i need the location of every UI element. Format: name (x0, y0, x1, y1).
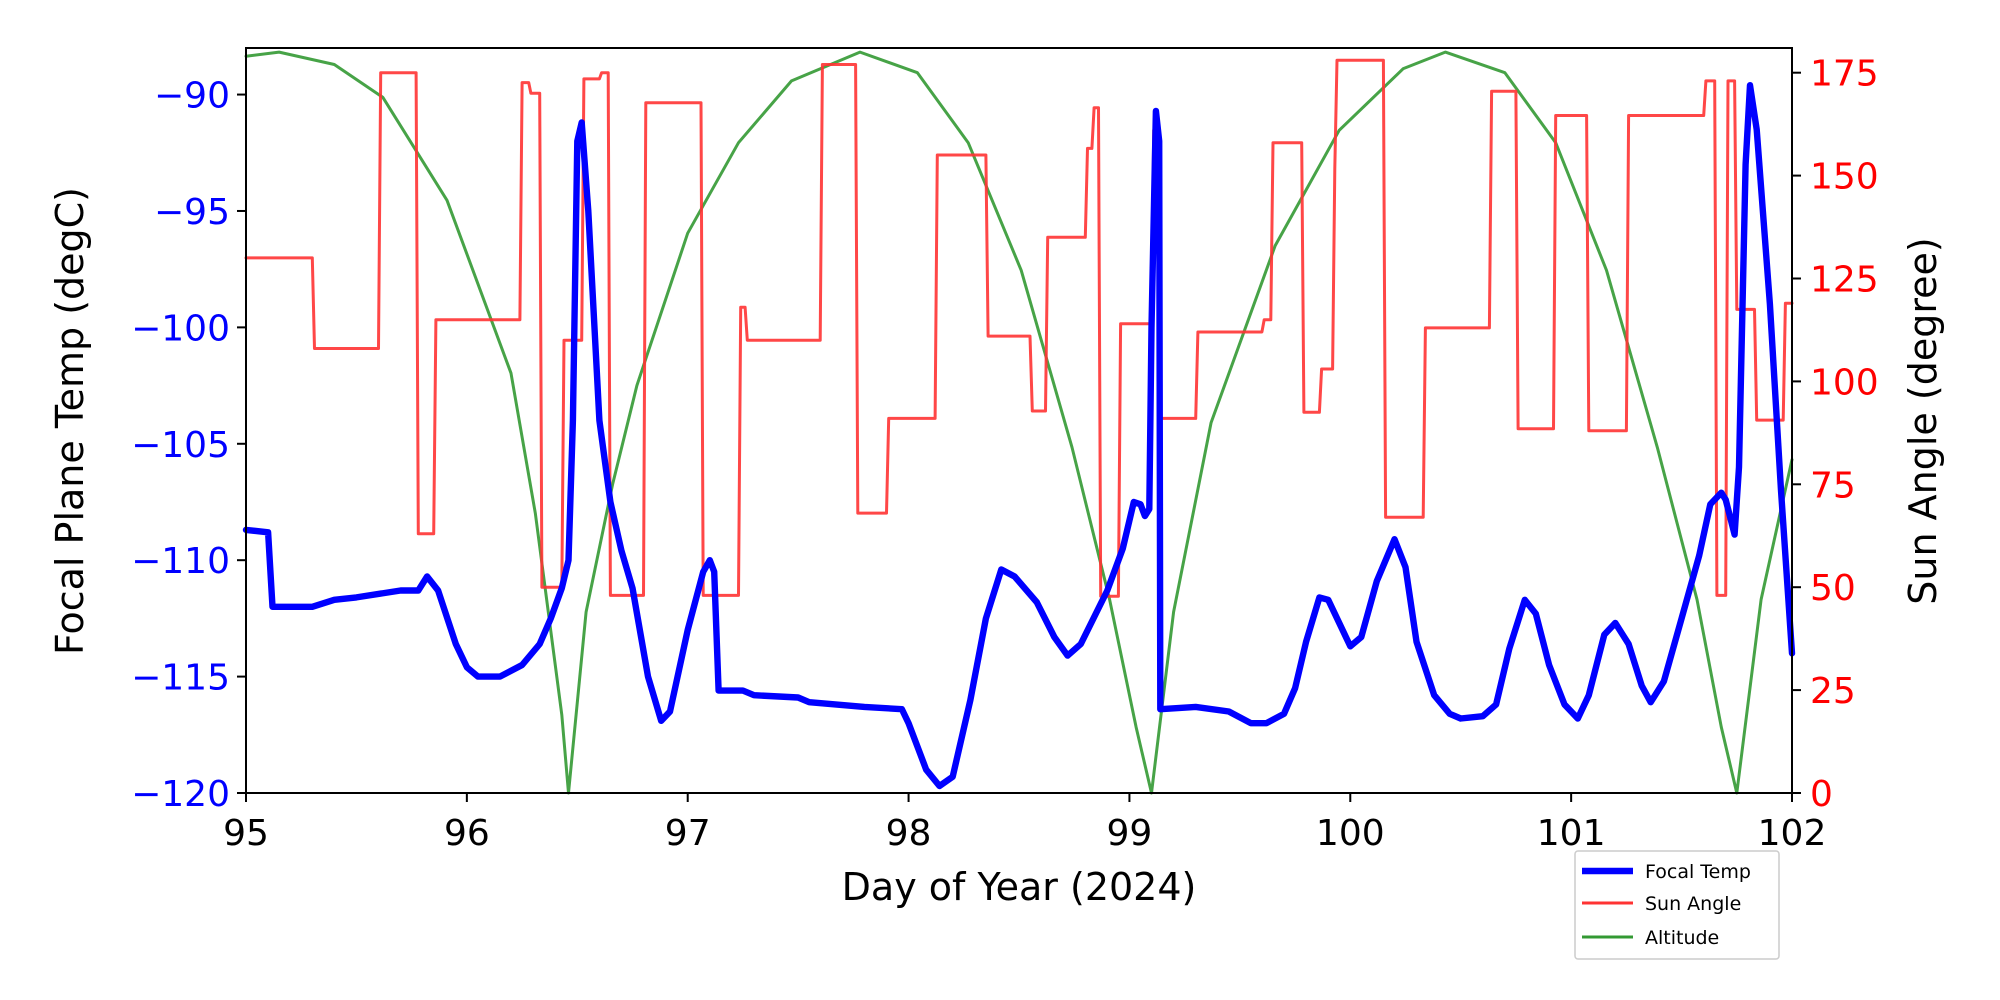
y-right-tick-label: 150 (1810, 157, 1879, 198)
legend-label-focal-temp: Focal Temp (1645, 861, 1751, 883)
y-left-tick-label: −120 (131, 774, 230, 815)
y-left-tick-label: −115 (131, 658, 230, 699)
y-left-tick-label: −90 (154, 76, 230, 117)
x-tick-label: 98 (886, 813, 932, 854)
y-right-tick-label: 100 (1810, 362, 1879, 403)
x-tick-label: 95 (223, 813, 269, 854)
legend: Focal Temp Sun Angle Altitude (1574, 850, 1780, 960)
y-right-tick-label: 75 (1810, 465, 1856, 506)
series-layer (242, 50, 1796, 795)
y-right-tick-label: 0 (1810, 774, 1833, 815)
series-line-focal-temp (242, 81, 1796, 790)
y-right-tick-label: 175 (1810, 54, 1879, 95)
plot-frame (245, 47, 1793, 794)
x-tick-label: 100 (1316, 813, 1385, 854)
y-right-tick-label: 125 (1810, 259, 1879, 300)
legend-label-altitude: Altitude (1645, 927, 1719, 949)
x-axis-label: Day of Year (2024) (842, 865, 1197, 909)
y-axis-label-left: Focal Plane Temp (degC) (48, 187, 92, 655)
y-right-tick-label: 50 (1810, 568, 1856, 609)
y-left-tick-label: −100 (131, 308, 230, 349)
y-axis-label-right: Sun Angle (degree) (1901, 237, 1945, 604)
x-tick-label: 96 (444, 813, 490, 854)
x-tick-label: 99 (1107, 813, 1153, 854)
x-tick-label: 97 (665, 813, 711, 854)
legend-box (1574, 850, 1780, 960)
series-line-sun-angle (244, 58, 1794, 598)
x-tick-label: 102 (1758, 813, 1827, 854)
y-left-tick-label: −105 (131, 425, 230, 466)
y-right-tick-label: 25 (1810, 671, 1856, 712)
y-left-tick-label: −95 (154, 192, 230, 233)
ticks-layer: 95 96 97 98 99 100 101 102 −120 −115 −110 −105 −100 −… (131, 54, 1879, 854)
legend-label-sun-angle: Sun Angle (1645, 893, 1741, 915)
x-tick-label: 101 (1537, 813, 1606, 854)
y-left-tick-label: −110 (131, 541, 230, 582)
series-line-altitude (244, 50, 1794, 795)
